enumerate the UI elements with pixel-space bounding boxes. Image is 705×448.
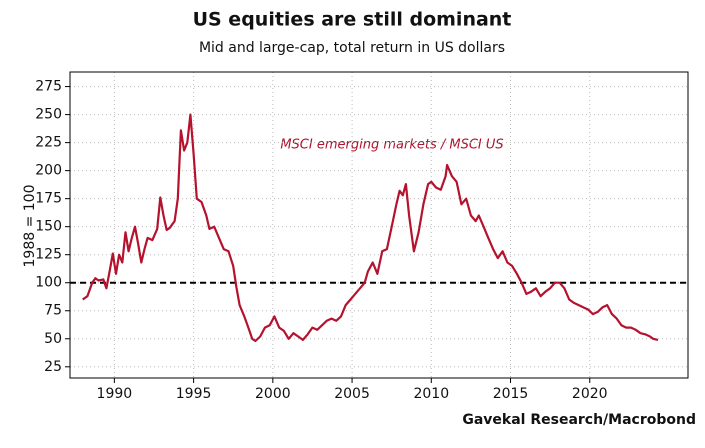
plot-frame [69,71,689,379]
x-tick-label: 2010 [413,386,449,402]
y-tick-label: 225 [35,135,62,151]
y-tick-label: 25 [44,359,62,375]
x-tick-label: 2020 [572,386,608,402]
y-tick-label: 150 [35,219,62,235]
y-tick-label: 250 [35,107,62,123]
y-tick-label: 75 [44,303,62,319]
y-tick-label: 100 [35,275,62,291]
y-tick-label: 275 [35,79,62,95]
y-tick-label: 175 [35,191,62,207]
x-tick-label: 2000 [255,386,291,402]
data-line [82,113,659,343]
chart-subtitle: Mid and large-cap, total return in US do… [199,40,505,56]
x-tick-label: 2015 [493,386,529,402]
y-tick-label: 125 [35,247,62,263]
y-tick-label: 50 [44,331,62,347]
x-tick-label: 2005 [334,386,370,402]
x-tick-label: 1995 [176,386,212,402]
y-tick-label: 200 [35,163,62,179]
y-axis-label: 1988 = 100 [22,185,38,268]
annotation: MSCI emerging markets / MSCI US [280,138,503,153]
chart-title: US equities are still dominant [193,9,512,31]
x-tick-label: 1990 [97,386,133,402]
source: Gavekal Research/Macrobond [462,412,696,428]
